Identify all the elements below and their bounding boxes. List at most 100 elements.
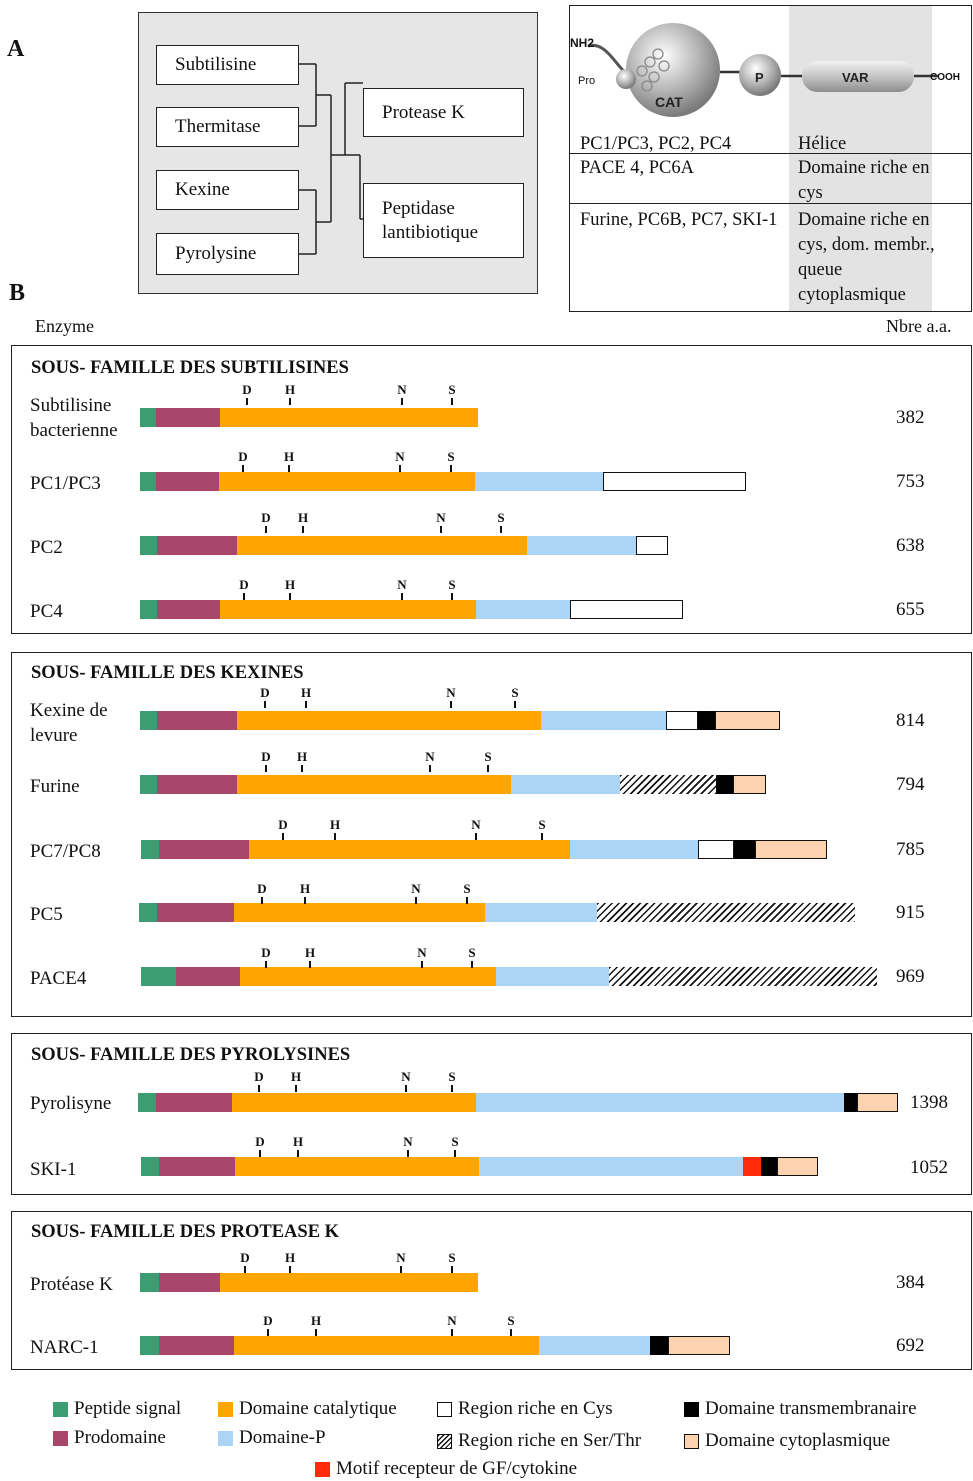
domain-prodomaine	[157, 536, 237, 555]
domain-region-riche-en-cys	[698, 840, 734, 859]
active-site-residue: S	[507, 1313, 515, 1328]
legend-label: Domaine cytoplasmique	[705, 1430, 891, 1451]
legend-label: Region riche en Cys	[458, 1398, 613, 1419]
domain-prodomaine	[159, 1336, 234, 1355]
enzyme-name: PC2	[30, 537, 63, 558]
enzyme-length: 794	[896, 774, 925, 795]
domain-domaine-p	[539, 1336, 650, 1355]
pro-label: Pro	[578, 75, 595, 87]
enzyme-length: 785	[896, 839, 925, 860]
domain-domaine-catalytique	[234, 1336, 539, 1355]
cat-sphere	[626, 23, 720, 117]
domain-prodomaine	[156, 1093, 232, 1112]
active-site-residue: D	[261, 945, 271, 960]
active-site-residue: D	[254, 1069, 264, 1084]
active-site-residue: N	[401, 1069, 411, 1084]
tree-node-pyrolysine: Pyrolysine	[156, 233, 299, 275]
active-site-residue: D	[261, 749, 271, 764]
active-site-tick	[288, 465, 290, 472]
legend-label: Motif recepteur de GF/cytokine	[336, 1458, 578, 1479]
active-site-marker: N	[445, 1314, 459, 1336]
legend-item-domaine-transmembranaire: Domaine transmembranaire	[684, 1398, 917, 1420]
active-site-tick	[264, 701, 266, 708]
active-site-marker: D	[237, 578, 251, 600]
active-site-marker: H	[299, 686, 313, 708]
active-site-tick	[301, 765, 303, 772]
legend-label: Domaine-P	[239, 1427, 326, 1448]
var-row-3-var: Domaine riche en cys, dom. membr., queue…	[798, 210, 935, 305]
domain-domaine-cytoplasmique	[755, 840, 827, 859]
enzyme-length: 1052	[910, 1157, 948, 1178]
active-site-tick	[258, 1085, 260, 1092]
domain-peptide-signal	[140, 1336, 159, 1355]
enzyme-name: PC7/PC8	[30, 841, 101, 862]
domain-domaine-transmembranaire	[761, 1157, 777, 1176]
domain-peptide-signal	[140, 600, 157, 619]
phylogeny-panel: Subtilisine Thermitase Kexine Pyrolysine…	[138, 12, 538, 294]
active-site-residue: N	[397, 577, 407, 592]
legend-item-peptide-signal: Peptide signal	[53, 1398, 181, 1420]
domain-region-riche-en-ser-thr	[609, 967, 877, 986]
tree-node-protease-k: Protease K	[363, 88, 524, 137]
active-site-residue: D	[260, 685, 270, 700]
legend-swatch	[53, 1401, 68, 1417]
var-column-shade	[789, 6, 932, 311]
domain-prodomaine	[157, 711, 237, 730]
active-site-tick	[259, 1150, 261, 1157]
legend-swatch	[53, 1430, 68, 1446]
active-site-tick	[282, 833, 284, 840]
active-site-tick	[295, 1085, 297, 1092]
active-site-marker: H	[328, 818, 342, 840]
active-site-residue: N	[395, 449, 405, 464]
active-site-marker: D	[238, 1251, 252, 1273]
length-column-header: Nbre a.a.	[886, 316, 952, 336]
active-site-tick	[405, 1085, 407, 1092]
domain-domaine-p	[475, 472, 603, 491]
active-site-marker: H	[283, 383, 297, 405]
domain-domaine-catalytique	[240, 967, 496, 986]
var-row-2-var: Domaine riche en cys	[798, 158, 930, 203]
enzyme-length: 384	[896, 1272, 925, 1293]
active-site-tick	[302, 526, 304, 533]
active-site-tick	[399, 465, 401, 472]
active-site-marker: D	[259, 511, 273, 533]
active-site-residue: D	[255, 1134, 265, 1149]
active-site-marker: S	[504, 1314, 518, 1336]
enzyme-length: 382	[896, 407, 925, 428]
active-site-tick	[297, 1150, 299, 1157]
active-site-tick	[401, 593, 403, 600]
var-row-3-members: Furine, PC6B, PC7, SKI-1	[580, 210, 778, 230]
domain-domaine-catalytique	[235, 1157, 479, 1176]
family-kexines: SOUS- FAMILLE DES KEXINES	[11, 652, 972, 1017]
active-site-marker: S	[444, 450, 458, 472]
domain-peptide-signal	[140, 775, 157, 794]
active-site-marker: H	[291, 1135, 305, 1157]
active-site-marker: D	[258, 686, 272, 708]
active-site-tick	[289, 1266, 291, 1273]
active-site-residue: H	[299, 881, 311, 896]
family-title: SOUS- FAMILLE DES KEXINES	[31, 663, 304, 683]
active-site-residue: H	[290, 1069, 302, 1084]
legend-swatch	[218, 1430, 233, 1446]
var-table-row-border	[569, 153, 972, 204]
active-site-tick	[309, 961, 311, 968]
enzyme-name: Furine	[30, 776, 80, 797]
tree-node-subtilisine: Subtilisine	[156, 45, 299, 85]
enzyme-name: Kexine de levure	[30, 700, 108, 746]
legend-label: Region riche en Ser/Thr	[458, 1430, 642, 1451]
legend-item-region-riche-en-ser-thr: Region riche en Ser/Thr	[437, 1430, 641, 1452]
active-site-tick	[401, 398, 403, 405]
enzyme-length: 814	[896, 710, 925, 731]
legend-label: Domaine transmembranaire	[705, 1398, 917, 1419]
active-site-marker: D	[252, 1070, 266, 1092]
active-site-residue: H	[284, 382, 296, 397]
active-site-residue: N	[446, 685, 456, 700]
active-site-tick	[265, 526, 267, 533]
active-site-residue: N	[471, 817, 481, 832]
domain-prodomaine	[157, 775, 237, 794]
active-site-residue: H	[310, 1313, 322, 1328]
domain-motif-recepteur-de-gf-cytokine	[743, 1157, 761, 1176]
active-site-tick	[304, 897, 306, 904]
active-site-marker: S	[445, 1070, 459, 1092]
active-site-tick	[451, 593, 453, 600]
